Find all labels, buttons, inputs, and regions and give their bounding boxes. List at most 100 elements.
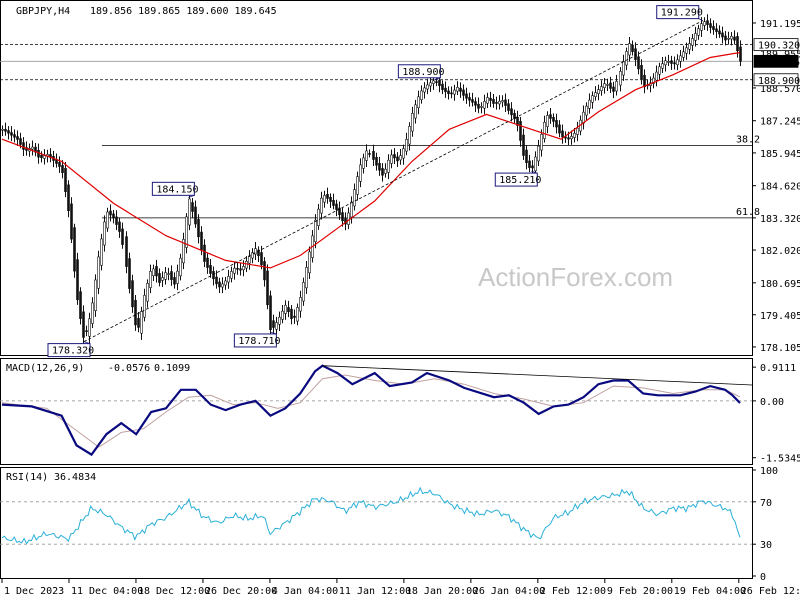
candle-body bbox=[320, 197, 323, 214]
fib-label-4: 61.8 bbox=[736, 207, 760, 218]
candle-body bbox=[573, 133, 576, 138]
candle-body bbox=[724, 35, 727, 41]
candle-body bbox=[643, 74, 646, 88]
candle-body bbox=[543, 121, 546, 139]
candle-body bbox=[489, 97, 492, 101]
candle-body bbox=[106, 211, 109, 229]
candle-body bbox=[733, 36, 736, 41]
candle-body bbox=[420, 90, 423, 101]
candle-body bbox=[402, 148, 405, 159]
price-tick-label-1: 188.570 bbox=[760, 84, 800, 95]
price-tag-box-1 bbox=[753, 54, 799, 68]
candle-body bbox=[79, 291, 82, 319]
x-tick-label-0: 1 Dec 2023 bbox=[4, 586, 64, 597]
candle-body bbox=[236, 267, 239, 270]
candle-body bbox=[338, 207, 341, 216]
candle-body bbox=[622, 61, 625, 76]
candle-body bbox=[652, 77, 655, 84]
candle-body bbox=[670, 60, 673, 64]
candle-body bbox=[438, 79, 441, 86]
candle-body bbox=[305, 267, 308, 289]
candle-body bbox=[134, 300, 137, 326]
candle-body bbox=[308, 251, 311, 274]
x-tick-label-7: 26 Jan 04:00 bbox=[473, 586, 545, 597]
candle-body bbox=[22, 142, 25, 150]
candle-body bbox=[519, 121, 522, 141]
annotation-pointer-3 bbox=[434, 77, 441, 81]
candle-body bbox=[67, 184, 70, 212]
rsi-label: RSI(14) bbox=[6, 472, 48, 483]
candle-body bbox=[317, 208, 320, 226]
macd-tick-label-2: -1.5345 bbox=[760, 454, 800, 465]
candle-body bbox=[356, 176, 359, 195]
candle-body bbox=[281, 310, 284, 320]
macd-signal-value: 0.1099 bbox=[154, 363, 190, 374]
candle-body bbox=[691, 38, 694, 46]
candle-body bbox=[606, 84, 609, 86]
candle-body bbox=[549, 114, 552, 119]
candle-body bbox=[221, 283, 224, 288]
candle-body bbox=[185, 216, 188, 248]
price-tick-label-4: 184.620 bbox=[760, 182, 800, 193]
price-layer: 38.2 61.8 178.320 184.150 178.710 188.900 185.… bbox=[0, 5, 760, 358]
x-tick-label-8: 2 Feb 12:00 bbox=[540, 586, 606, 597]
candle-body bbox=[384, 168, 387, 174]
rsi-value: 36.4834 bbox=[54, 472, 96, 483]
candle-body bbox=[332, 199, 335, 206]
annotation-label-4: 185.210 bbox=[499, 175, 541, 186]
candle-body bbox=[94, 279, 97, 311]
annotation-pointer-1 bbox=[188, 194, 195, 198]
candle-body bbox=[326, 193, 329, 199]
candle-body bbox=[631, 44, 634, 52]
candle-body bbox=[164, 272, 167, 280]
candle-body bbox=[417, 96, 420, 109]
candle-body bbox=[88, 318, 91, 337]
candle-body bbox=[260, 252, 263, 266]
candle-body bbox=[661, 63, 664, 69]
candle-body bbox=[637, 56, 640, 70]
candle-body bbox=[504, 99, 507, 106]
candle-body bbox=[103, 221, 106, 246]
candle-body bbox=[112, 213, 115, 219]
candle-body bbox=[679, 55, 682, 62]
candle-body bbox=[76, 259, 79, 301]
candle-body bbox=[582, 111, 585, 124]
candle-body bbox=[176, 270, 179, 284]
price-tick-label-6: 182.020 bbox=[760, 246, 800, 257]
candle-body bbox=[567, 137, 570, 140]
candle-body bbox=[209, 265, 212, 274]
candle-body bbox=[390, 154, 393, 164]
candle-body bbox=[528, 160, 531, 168]
candle-body bbox=[378, 163, 381, 171]
macd-trend-line-0 bbox=[322, 365, 753, 386]
moving-average-line bbox=[1, 51, 741, 269]
annotation-label-0: 178.320 bbox=[52, 346, 94, 357]
candle-body bbox=[477, 103, 480, 109]
candle-body bbox=[155, 266, 158, 277]
candle-body bbox=[43, 155, 46, 159]
candle-body bbox=[272, 320, 275, 328]
x-tick-label-6: 18 Jan 20:00 bbox=[406, 586, 478, 597]
candle-body bbox=[278, 316, 281, 325]
macd-main-line bbox=[1, 364, 741, 457]
candle-body bbox=[206, 257, 209, 268]
candle-body bbox=[570, 136, 573, 140]
price-tick-label-2: 187.245 bbox=[760, 117, 800, 128]
candle-body bbox=[341, 212, 344, 222]
candle-body bbox=[718, 30, 721, 35]
candle-body bbox=[40, 154, 43, 159]
candle-body bbox=[323, 195, 326, 203]
candle-body bbox=[329, 196, 332, 202]
candle-body bbox=[685, 47, 688, 54]
candle-body bbox=[676, 59, 679, 66]
candle-body bbox=[682, 51, 685, 58]
candle-body bbox=[712, 26, 715, 30]
candle-body bbox=[456, 87, 459, 92]
candle-body bbox=[706, 20, 709, 25]
annotation-label-5: 191.290 bbox=[661, 8, 703, 19]
candle-body bbox=[615, 81, 618, 92]
ohlc-readout: 189.856 189.865 189.600 189.645 bbox=[90, 6, 277, 17]
candle-body bbox=[381, 168, 384, 176]
annotation-label-2: 178.710 bbox=[238, 336, 280, 347]
candle-body bbox=[447, 90, 450, 94]
